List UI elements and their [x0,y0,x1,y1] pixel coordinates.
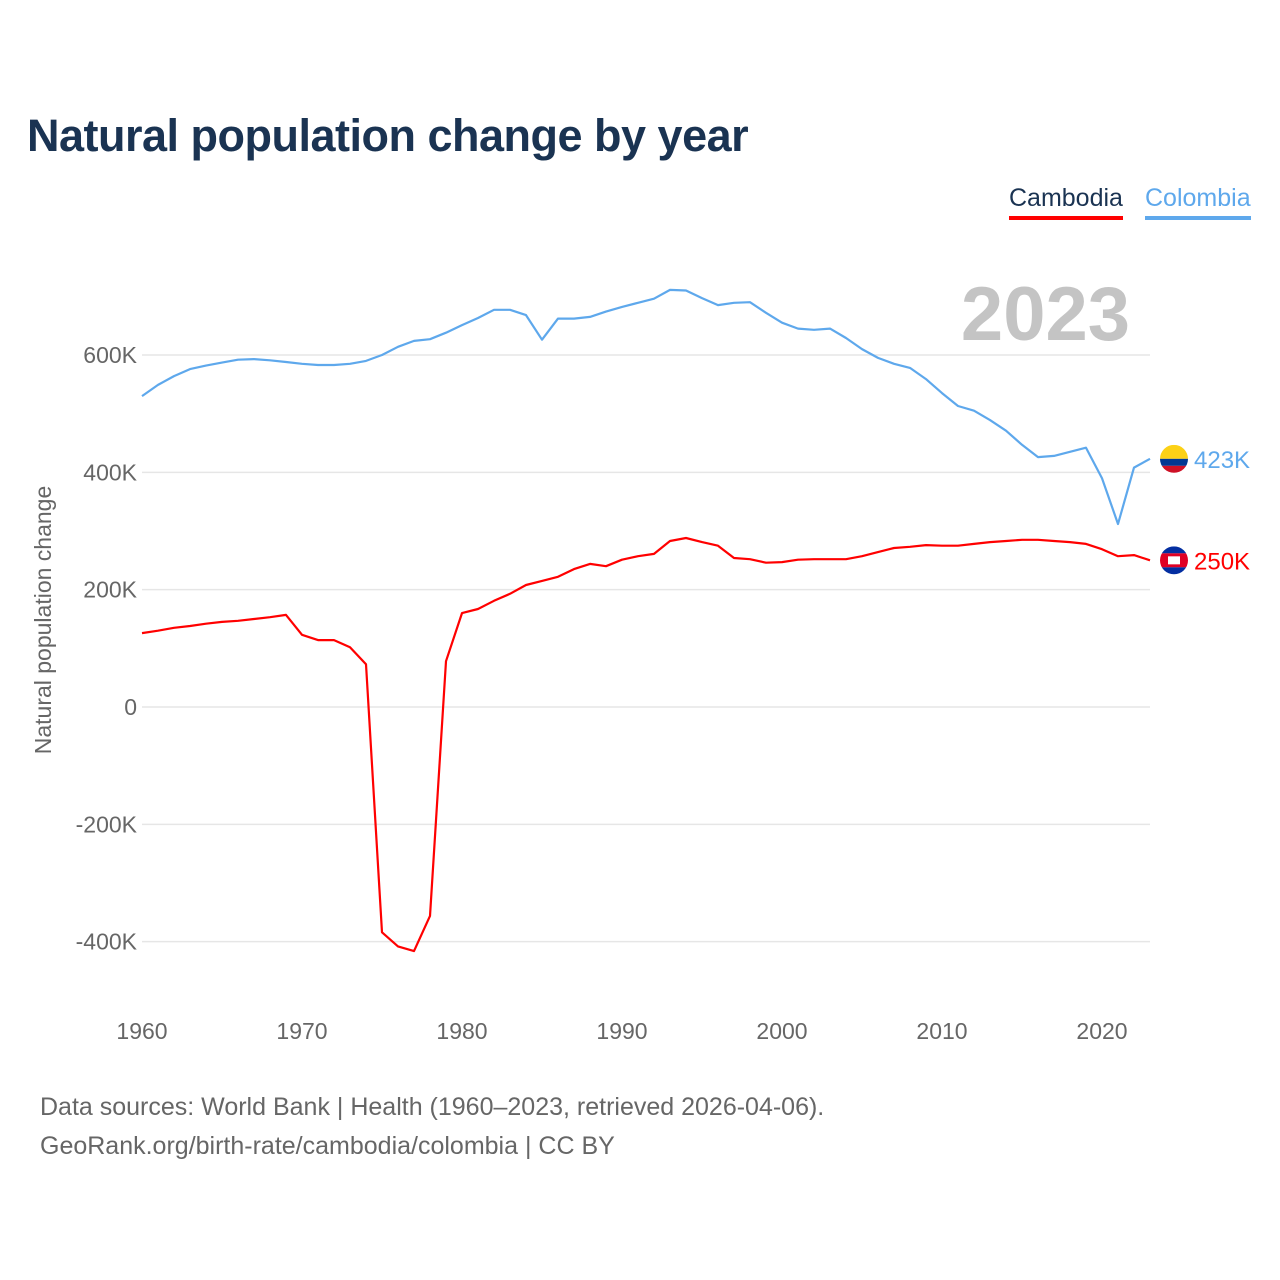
x-tick-label: 1960 [116,1018,167,1044]
source-line: Data sources: World Bank | Health (1960–… [40,1093,825,1121]
chart-title: Natural population change by year [27,110,749,161]
x-tick-label: 2020 [1076,1018,1127,1044]
x-tick-label: 2000 [756,1018,807,1044]
x-tick-label: 2010 [916,1018,967,1044]
y-tick-label: 0 [124,694,137,720]
y-tick-label: 600K [83,342,137,368]
y-tick-label: 200K [83,577,137,603]
x-tick-label: 1990 [596,1018,647,1044]
source-link[interactable]: GeoRank.org/birth-rate/cambodia/colombia… [40,1132,615,1160]
legend-cambodia[interactable]: Cambodia [1009,184,1123,220]
end-label-colombia: 423K [1194,447,1250,474]
source-note: Data sources: World Bank | Health (1960–… [40,1088,824,1166]
x-tick-label: 1970 [276,1018,327,1044]
y-axis-label: Natural population change [30,486,56,755]
colombia-flag-icon [1160,444,1188,473]
end-label-cambodia: 250K [1194,548,1250,575]
y-tick-label: -400K [76,929,138,955]
series-line-colombia [141,288,1151,526]
y-tick-label: -200K [76,811,138,837]
cambodia-flag-icon [1160,546,1188,575]
series-line-cambodia [141,536,1151,953]
x-tick-label: 1980 [436,1018,487,1044]
year-watermark: 2023 [961,272,1130,357]
legend-colombia[interactable]: Colombia [1145,184,1251,220]
y-tick-label: 400K [83,459,137,485]
